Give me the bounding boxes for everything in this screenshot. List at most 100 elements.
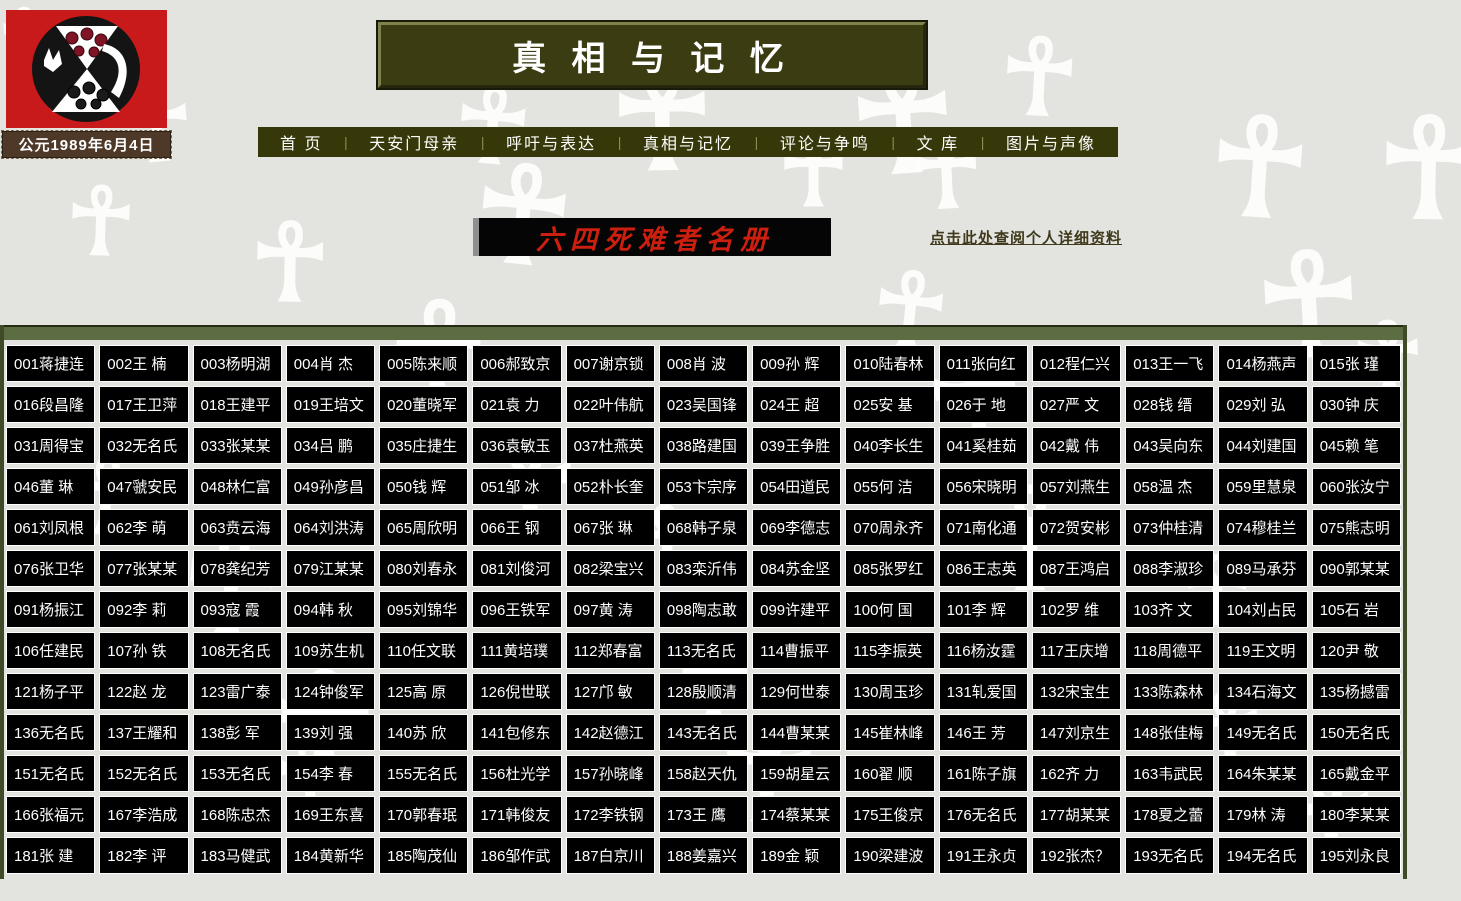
roster-cell[interactable]: 174蔡某某 bbox=[752, 796, 842, 833]
roster-cell[interactable]: 179林 涛 bbox=[1218, 796, 1308, 833]
roster-cell[interactable]: 011张向红 bbox=[938, 345, 1028, 382]
roster-cell[interactable]: 178夏之蕾 bbox=[1125, 796, 1215, 833]
roster-cell[interactable]: 191王永贞 bbox=[938, 837, 1028, 874]
roster-cell[interactable]: 115李振英 bbox=[845, 632, 935, 669]
roster-cell[interactable]: 109苏生机 bbox=[285, 632, 376, 669]
roster-cell[interactable]: 132宋宝生 bbox=[1031, 673, 1122, 710]
roster-cell[interactable]: 041奚桂茹 bbox=[938, 427, 1028, 464]
roster-cell[interactable]: 023吴国锋 bbox=[658, 386, 749, 423]
roster-cell[interactable]: 069李德志 bbox=[752, 509, 842, 546]
nav-item-3[interactable]: 真相与记忆 bbox=[642, 136, 733, 153]
roster-cell[interactable]: 068韩子泉 bbox=[658, 509, 749, 546]
roster-cell[interactable]: 097黄 涛 bbox=[565, 591, 655, 628]
roster-cell[interactable]: 051邹 冰 bbox=[472, 468, 562, 505]
roster-cell[interactable]: 154李 春 bbox=[285, 755, 376, 792]
roster-cell[interactable]: 012程仁兴 bbox=[1031, 345, 1122, 382]
roster-cell[interactable]: 020董晓军 bbox=[379, 386, 469, 423]
roster-cell[interactable]: 120尹 敬 bbox=[1311, 632, 1401, 669]
roster-cell[interactable]: 117王庆增 bbox=[1031, 632, 1122, 669]
roster-cell[interactable]: 064刘洪涛 bbox=[285, 509, 376, 546]
roster-cell[interactable]: 094韩 秋 bbox=[285, 591, 376, 628]
roster-cell[interactable]: 083栾沂伟 bbox=[658, 550, 749, 587]
roster-cell[interactable]: 160翟 顺 bbox=[845, 755, 935, 792]
roster-cell[interactable]: 007谢京锁 bbox=[565, 345, 655, 382]
roster-cell[interactable]: 190梁建波 bbox=[845, 837, 935, 874]
roster-cell[interactable]: 121杨子平 bbox=[6, 673, 96, 710]
roster-cell[interactable]: 005陈来顺 bbox=[379, 345, 469, 382]
roster-cell[interactable]: 085张罗红 bbox=[845, 550, 935, 587]
roster-cell[interactable]: 135杨撼雷 bbox=[1311, 673, 1401, 710]
roster-cell[interactable]: 181张 建 bbox=[6, 837, 96, 874]
roster-cell[interactable]: 137王耀和 bbox=[99, 714, 189, 751]
roster-cell[interactable]: 075熊志明 bbox=[1311, 509, 1401, 546]
roster-cell[interactable]: 076张卫华 bbox=[6, 550, 96, 587]
roster-cell[interactable]: 171韩俊友 bbox=[472, 796, 562, 833]
roster-cell[interactable]: 098陶志敢 bbox=[658, 591, 749, 628]
roster-cell[interactable]: 180李某某 bbox=[1311, 796, 1401, 833]
roster-cell[interactable]: 164朱某某 bbox=[1218, 755, 1308, 792]
roster-cell[interactable]: 040李长生 bbox=[845, 427, 935, 464]
roster-cell[interactable]: 159胡星云 bbox=[752, 755, 842, 792]
roster-cell[interactable]: 017王卫萍 bbox=[99, 386, 189, 423]
roster-cell[interactable]: 165戴金平 bbox=[1311, 755, 1401, 792]
roster-cell[interactable]: 125高 原 bbox=[379, 673, 469, 710]
roster-cell[interactable]: 176无名氏 bbox=[938, 796, 1028, 833]
roster-cell[interactable]: 187白京川 bbox=[565, 837, 655, 874]
roster-cell[interactable]: 033张某某 bbox=[192, 427, 282, 464]
roster-cell[interactable]: 039王争胜 bbox=[752, 427, 842, 464]
roster-cell[interactable]: 001蒋捷连 bbox=[6, 345, 96, 382]
roster-cell[interactable]: 057刘燕生 bbox=[1031, 468, 1122, 505]
roster-cell[interactable]: 133陈森林 bbox=[1125, 673, 1215, 710]
nav-item-6[interactable]: 图片与声像 bbox=[1005, 136, 1096, 153]
roster-cell[interactable]: 077张某某 bbox=[99, 550, 189, 587]
roster-cell[interactable]: 049孙彦昌 bbox=[285, 468, 376, 505]
roster-cell[interactable]: 093寇 霞 bbox=[192, 591, 282, 628]
roster-cell[interactable]: 170郭春珉 bbox=[379, 796, 469, 833]
roster-cell[interactable]: 046董 琳 bbox=[6, 468, 96, 505]
roster-cell[interactable]: 031周得宝 bbox=[6, 427, 96, 464]
roster-cell[interactable]: 188姜嘉兴 bbox=[658, 837, 749, 874]
roster-cell[interactable]: 072贺安彬 bbox=[1031, 509, 1122, 546]
roster-cell[interactable]: 184黄新华 bbox=[285, 837, 376, 874]
roster-cell[interactable]: 112郑春富 bbox=[565, 632, 655, 669]
roster-cell[interactable]: 101李 辉 bbox=[938, 591, 1028, 628]
roster-cell[interactable]: 090郭某某 bbox=[1311, 550, 1401, 587]
roster-cell[interactable]: 139刘 强 bbox=[285, 714, 376, 751]
roster-cell[interactable]: 082梁宝兴 bbox=[565, 550, 655, 587]
roster-cell[interactable]: 158赵天仇 bbox=[658, 755, 749, 792]
roster-cell[interactable]: 124钟俊军 bbox=[285, 673, 376, 710]
roster-cell[interactable]: 052朴长奎 bbox=[565, 468, 655, 505]
roster-cell[interactable]: 150无名氏 bbox=[1311, 714, 1401, 751]
roster-cell[interactable]: 063贲云海 bbox=[192, 509, 282, 546]
roster-cell[interactable]: 054田道民 bbox=[752, 468, 842, 505]
roster-cell[interactable]: 140苏 欣 bbox=[379, 714, 469, 751]
roster-cell[interactable]: 129何世泰 bbox=[752, 673, 842, 710]
roster-cell[interactable]: 113无名氏 bbox=[658, 632, 749, 669]
roster-cell[interactable]: 035庄捷生 bbox=[379, 427, 469, 464]
roster-cell[interactable]: 099许建平 bbox=[752, 591, 842, 628]
roster-cell[interactable]: 126倪世联 bbox=[472, 673, 562, 710]
roster-cell[interactable]: 131轧爱国 bbox=[938, 673, 1028, 710]
roster-cell[interactable]: 095刘锦华 bbox=[379, 591, 469, 628]
roster-cell[interactable]: 147刘京生 bbox=[1031, 714, 1122, 751]
roster-cell[interactable]: 102罗 维 bbox=[1031, 591, 1122, 628]
roster-cell[interactable]: 194无名氏 bbox=[1218, 837, 1308, 874]
roster-cell[interactable]: 028钱 缙 bbox=[1125, 386, 1215, 423]
detail-link[interactable]: 点击此处查阅个人详细资料 bbox=[930, 230, 1123, 247]
roster-cell[interactable]: 142赵德江 bbox=[565, 714, 655, 751]
roster-cell[interactable]: 073仲桂清 bbox=[1125, 509, 1215, 546]
roster-cell[interactable]: 106任建民 bbox=[6, 632, 96, 669]
roster-cell[interactable]: 045赖 笔 bbox=[1311, 427, 1401, 464]
roster-cell[interactable]: 048林仁富 bbox=[192, 468, 282, 505]
roster-cell[interactable]: 086王志英 bbox=[938, 550, 1028, 587]
roster-cell[interactable]: 053卞宗序 bbox=[658, 468, 749, 505]
roster-cell[interactable]: 123雷广泰 bbox=[192, 673, 282, 710]
roster-cell[interactable]: 058温 杰 bbox=[1125, 468, 1215, 505]
nav-item-0[interactable]: 首 页 bbox=[280, 136, 323, 153]
roster-cell[interactable]: 183马健武 bbox=[192, 837, 282, 874]
roster-cell[interactable]: 089马承芬 bbox=[1218, 550, 1308, 587]
roster-cell[interactable]: 019王培文 bbox=[285, 386, 376, 423]
roster-cell[interactable]: 118周德平 bbox=[1125, 632, 1215, 669]
memorial-logo[interactable] bbox=[6, 10, 167, 128]
roster-cell[interactable]: 100何 国 bbox=[845, 591, 935, 628]
